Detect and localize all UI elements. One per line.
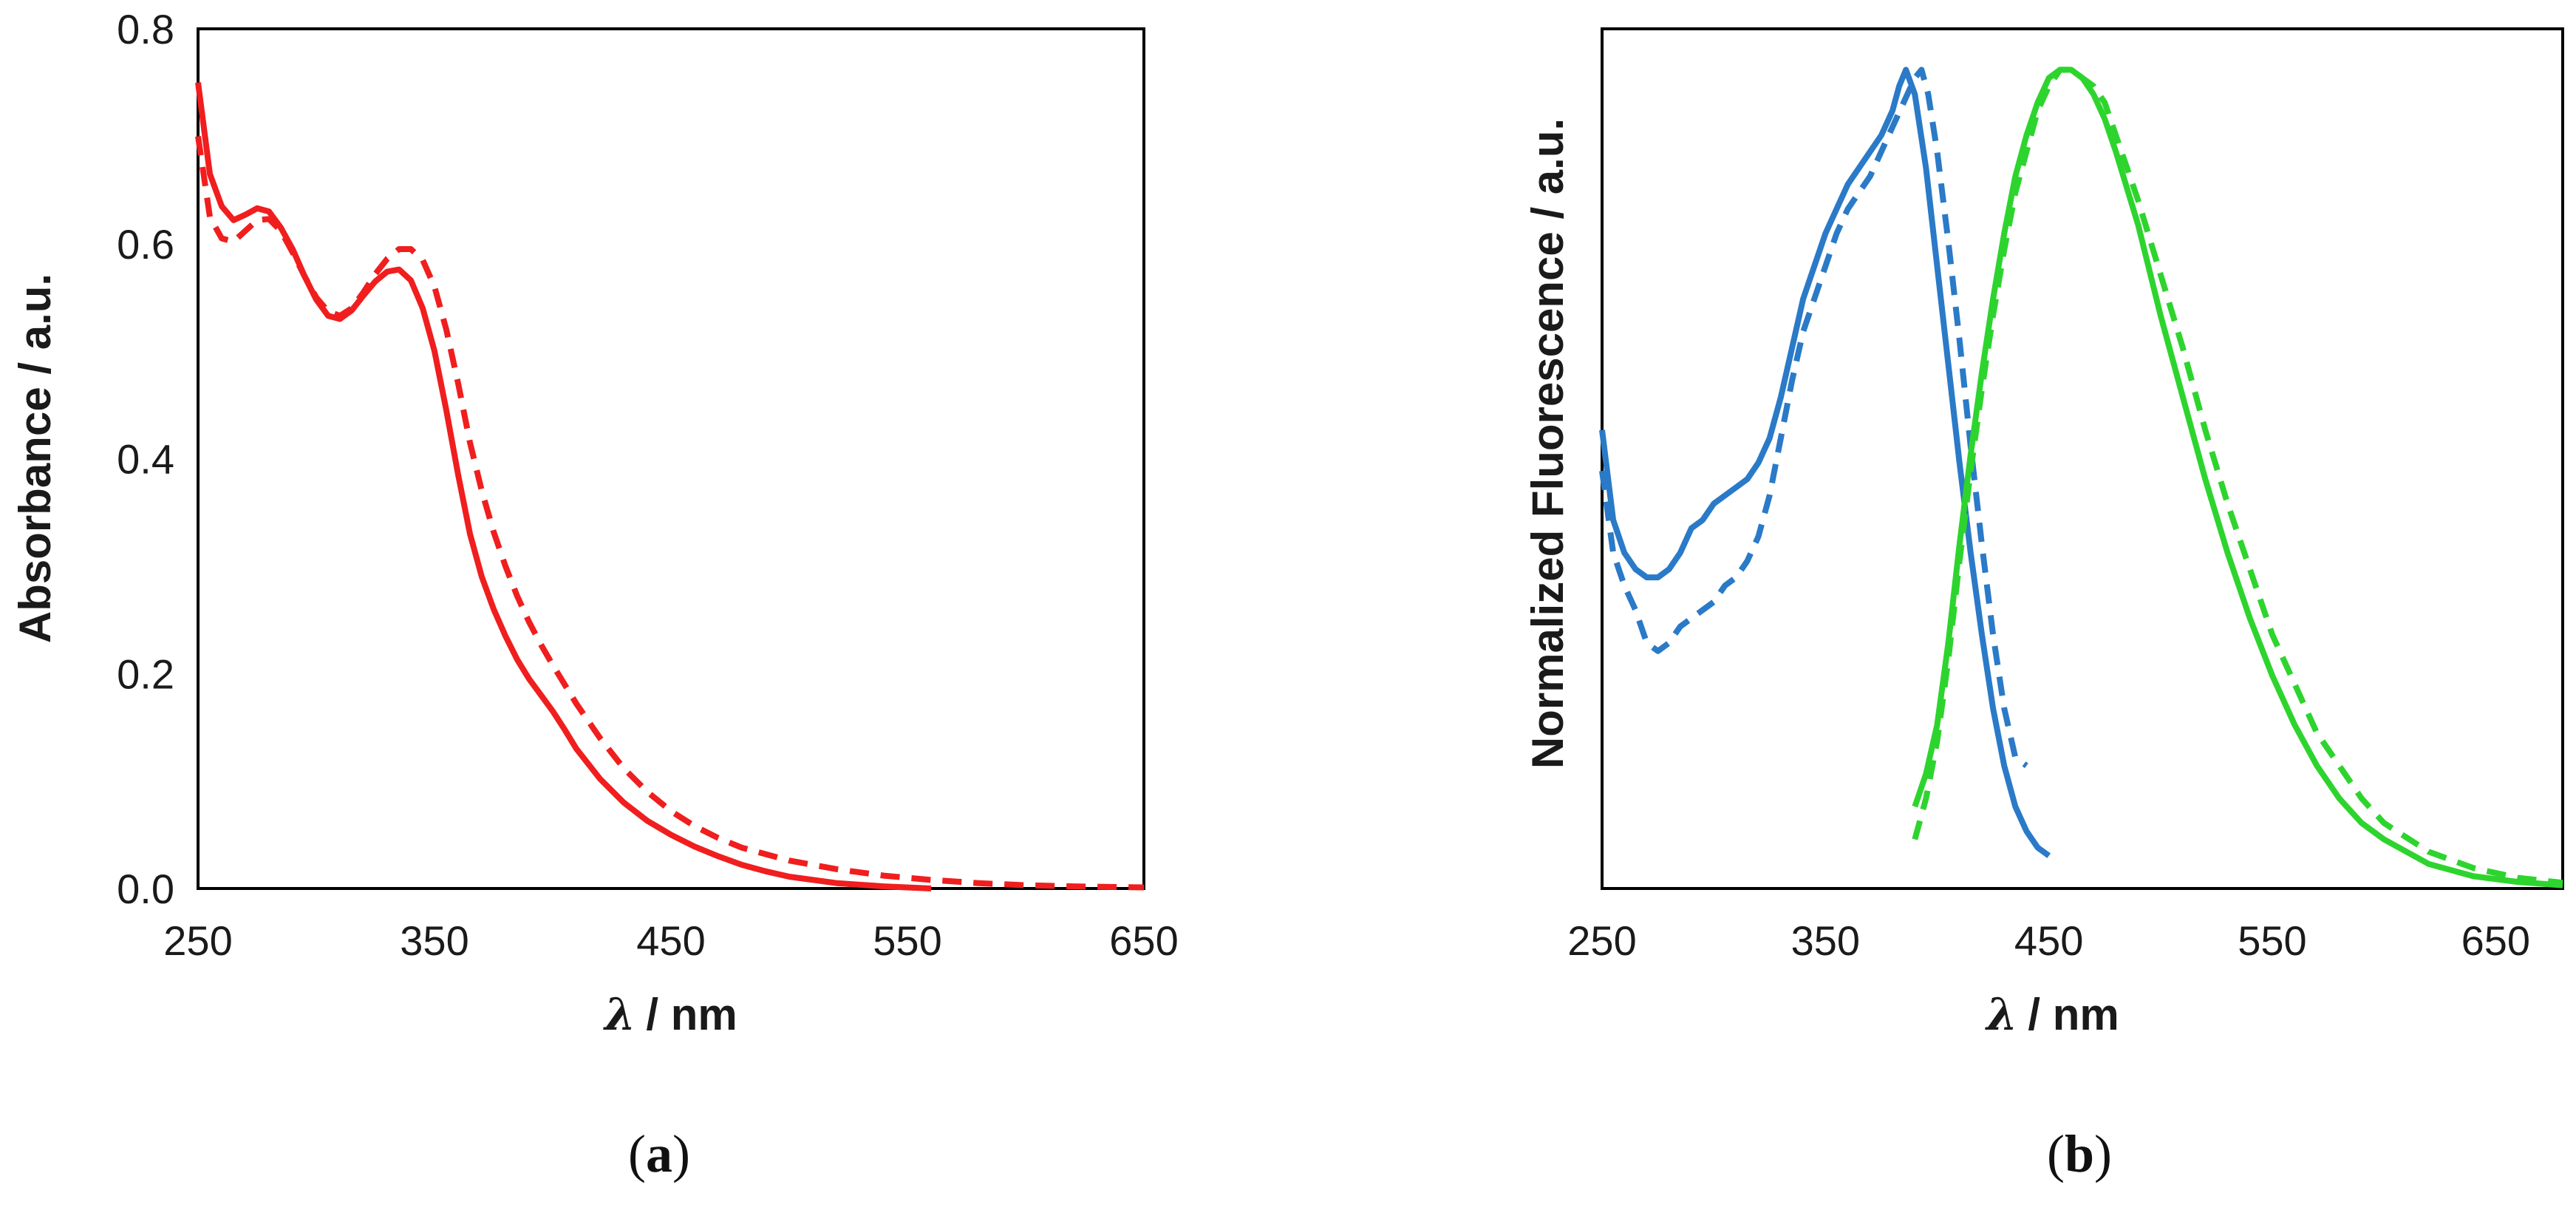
plot-a-x-tick-label: 350	[400, 917, 468, 964]
plot-b-x-axis-label: λ / nm	[1984, 989, 2119, 1041]
plot-b-x-tick-label: 450	[2014, 917, 2083, 964]
plot-b-x-unit: / nm	[2028, 990, 2119, 1039]
panel-a-label: (a)	[628, 1124, 690, 1185]
panel-a-label-open: (	[628, 1124, 646, 1183]
plot-a-x-tick-label: 650	[1109, 917, 1178, 964]
plot-a-y-tick-label: 0.4	[117, 436, 174, 483]
plot-a-x-unit: / nm	[646, 990, 737, 1039]
plot-b-y-axis-label: Normalized Fluorescence / a.u.	[1523, 118, 1572, 769]
plot-a-lambda-symbol: λ	[602, 989, 636, 1041]
plot-a-x-tick-label: 250	[163, 917, 232, 964]
plot-a-y-tick-label: 0.6	[117, 221, 174, 268]
panel-a-label-close: )	[672, 1124, 690, 1183]
plot-a-y-ticks: 0.0 0.2 0.4 0.6 0.8	[117, 6, 174, 912]
panel-b-chart: 250 350 450 550 650 Normalized Fluorescence …	[1523, 27, 2564, 1041]
plot-b-excitation-solid-line	[1599, 67, 2051, 858]
plot-b-x-ticks: 250 350 450 550 650	[1567, 917, 2530, 964]
panel-b-label-letter: b	[2064, 1124, 2095, 1183]
plot-a-y-tick-label: 0.2	[117, 650, 174, 697]
plot-b-series	[1599, 67, 2563, 888]
plot-b-emission-dashed-line	[1912, 67, 2563, 886]
plot-b-emission-solid-line	[1912, 67, 2563, 888]
plot-b-x-tick-label: 550	[2238, 917, 2306, 964]
plot-a-series	[195, 82, 1145, 891]
plot-b-x-tick-label: 350	[1791, 917, 1860, 964]
plot-a-x-ticks: 250 350 450 550 650	[163, 917, 1178, 964]
plot-b-lambda-symbol: λ	[1984, 989, 2017, 1041]
plot-a-y-tick-label: 0.0	[117, 866, 174, 912]
plot-a-absorbance-solid-line	[195, 82, 932, 891]
plot-a-x-axis-label: λ / nm	[602, 989, 737, 1041]
panel-a-label-letter: a	[645, 1124, 672, 1183]
plot-b-excitation-dashed-line	[1599, 67, 2028, 769]
plot-a-frame	[197, 27, 1145, 890]
plot-a-x-tick-label: 450	[636, 917, 705, 964]
plot-a-y-axis-label: Absorbance / a.u.	[10, 273, 60, 643]
panel-a-chart: 250 350 450 550 650 0.0 0.2 0.4 0.6 0.8 Absorban…	[10, 6, 1179, 1041]
plot-b-x-tick-label: 250	[1567, 917, 1636, 964]
plot-a-absorbance-dashed-line	[195, 135, 1145, 891]
plot-a-x-tick-label: 550	[873, 917, 941, 964]
plot-b-frame	[1601, 27, 2564, 890]
panel-b-label: (b)	[2047, 1124, 2112, 1185]
panel-b-label-close: )	[2094, 1124, 2113, 1183]
panel-b-label-open: (	[2047, 1124, 2065, 1183]
plot-a-y-tick-label: 0.8	[117, 6, 174, 52]
plot-b-x-tick-label: 650	[2461, 917, 2530, 964]
